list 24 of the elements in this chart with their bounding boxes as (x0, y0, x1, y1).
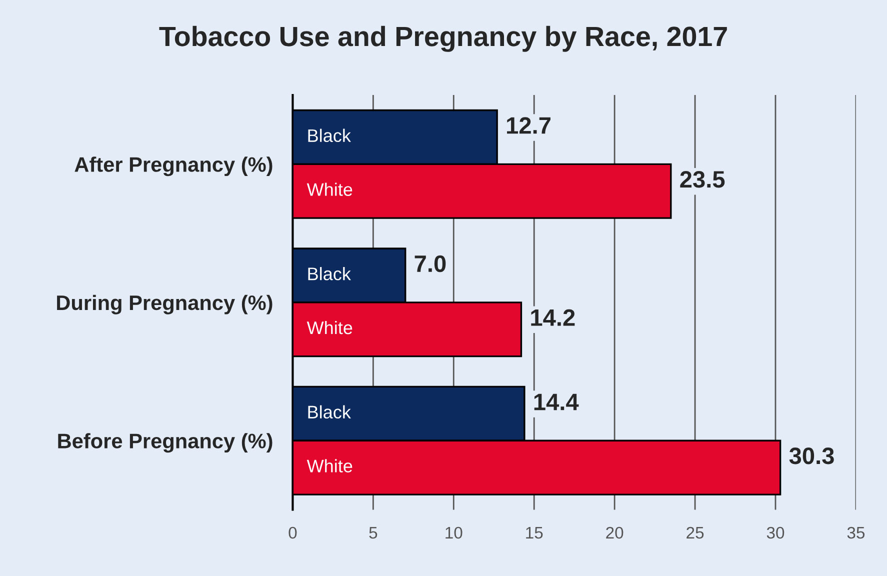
data-label: 14.2 (531, 309, 575, 326)
series-label: Black (308, 128, 351, 142)
series-label: White (306, 182, 352, 196)
text: White (306, 320, 352, 334)
y-tick-label: During Pregnancy (%) (57, 294, 272, 314)
x-tick-label: 25 (686, 526, 704, 539)
data-label: 30.3 (789, 448, 834, 464)
x-tick-label: 35 (847, 526, 865, 539)
x-tick-label: 20 (606, 526, 624, 539)
data-label: 23.5 (680, 171, 725, 188)
x-tick-label: 30 (766, 526, 784, 539)
text: Black (308, 267, 351, 280)
x-tick-label: 5 (369, 527, 378, 539)
data-label: 14.4 (534, 394, 579, 410)
x-tick-label: 10 (446, 526, 462, 539)
x-tick-label: 0 (288, 526, 297, 539)
data-label: 12.7 (507, 117, 550, 134)
chart-title: Tobacco Use and Pregnancy by Race, 2017 (159, 26, 727, 52)
text: White (306, 459, 352, 472)
y-tick-label: After Pregnancy (%) (74, 156, 272, 176)
data-label: 7.0 (414, 255, 446, 272)
text: Black (308, 405, 351, 419)
x-tick-label: 15 (526, 527, 543, 539)
y-tick-label: Before Pregnancy (%) (58, 433, 272, 453)
